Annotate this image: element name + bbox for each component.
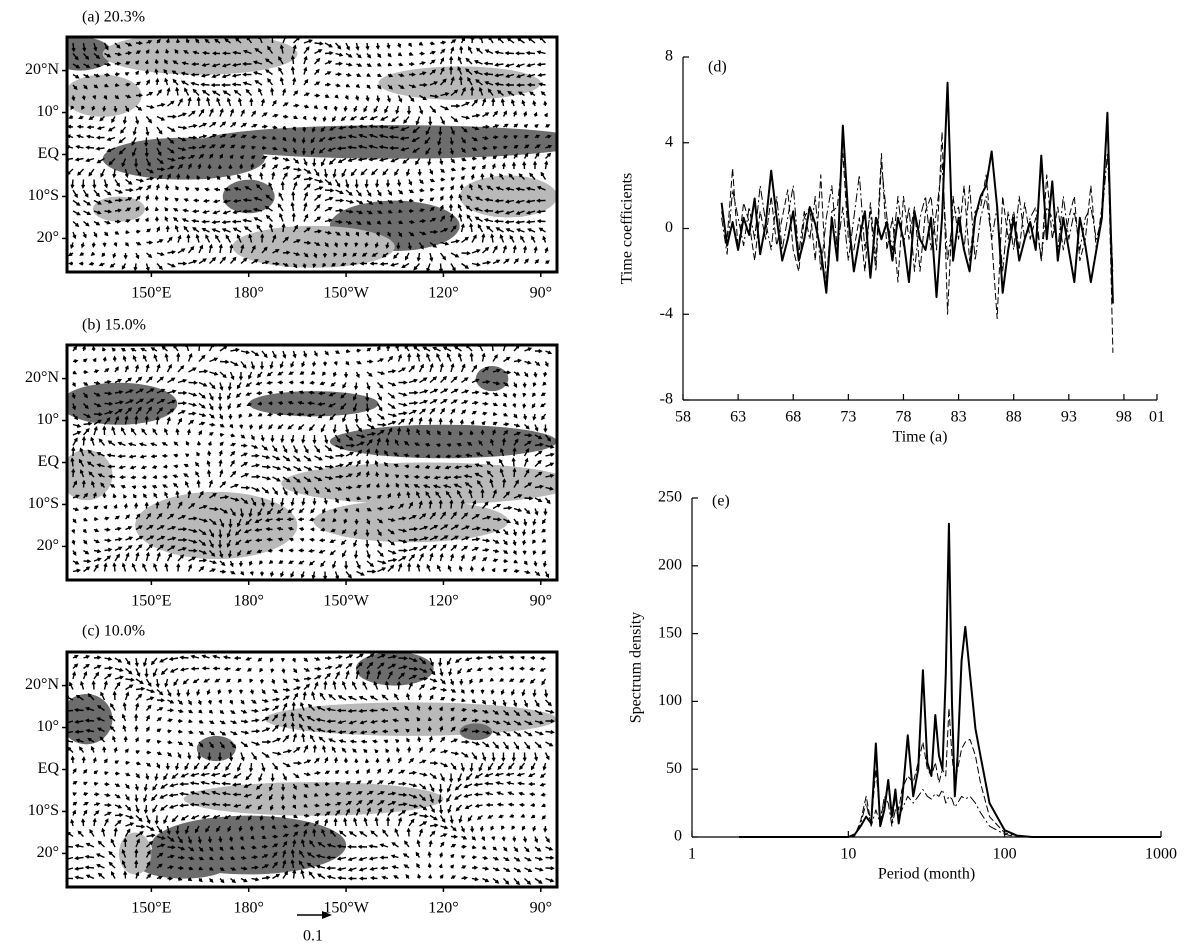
- x-tick-label: 93: [1061, 409, 1077, 426]
- y-tick-label: 200: [658, 556, 682, 573]
- wind-vectors: [67, 37, 553, 272]
- shaded-region: [200, 125, 557, 159]
- y-tick-label: 250: [658, 489, 682, 506]
- y-tick-label: 100: [658, 692, 682, 709]
- y-tick-label: 20°N: [25, 369, 59, 386]
- x-tick-label: 90°: [530, 593, 552, 610]
- y-tick-label: 10°: [37, 411, 59, 428]
- y-tick-label: 20°N: [25, 61, 59, 78]
- series-line: [739, 789, 1161, 838]
- y-tick-label: 10°: [37, 103, 59, 120]
- x-tick-label: 150°W: [323, 285, 369, 302]
- x-tick-label: 73: [840, 409, 856, 426]
- series-line: [720, 81, 1114, 304]
- panel-title: (b) 15.0%: [82, 317, 146, 334]
- y-tick-label: 20°N: [25, 676, 59, 693]
- series-line: [739, 707, 1161, 838]
- x-tick-label: 01: [1149, 409, 1165, 426]
- reference-vector-label: 0.1: [303, 928, 323, 945]
- panel-title: (c) 10.0%: [82, 623, 145, 640]
- y-tick-label: 10°S: [28, 802, 59, 819]
- x-tick-label: 120°: [428, 285, 458, 302]
- x-tick-label: 150°E: [131, 285, 171, 302]
- y-tick-label: 10°S: [28, 187, 59, 204]
- shaded-region: [118, 832, 152, 875]
- series-line: [739, 522, 1161, 838]
- y-tick-label: -8: [660, 391, 673, 408]
- y-axis-label: Spectrum density: [628, 612, 645, 724]
- y-tick-label: 10°: [37, 718, 59, 735]
- x-tick-label: 120°: [428, 593, 458, 610]
- x-axis-label: Time (a): [893, 429, 948, 446]
- shaded-region: [67, 382, 178, 425]
- x-tick-label: 78: [895, 409, 911, 426]
- shaded-region: [329, 424, 557, 459]
- x-tick-label: 150°W: [323, 900, 369, 917]
- y-tick-label: 4: [665, 133, 673, 150]
- x-tick-label: 100: [993, 846, 1017, 863]
- x-tick-label: 1000: [1145, 846, 1177, 863]
- x-tick-label: 180°: [234, 900, 264, 917]
- x-tick-label: 90°: [530, 900, 552, 917]
- x-tick-label: 63: [730, 409, 746, 426]
- map-content: [67, 652, 557, 886]
- map-content: [67, 345, 557, 580]
- x-tick-label: 180°: [234, 593, 264, 610]
- x-tick-label: 90°: [530, 285, 552, 302]
- shaded-region: [67, 37, 113, 71]
- y-tick-label: EQ: [38, 145, 60, 162]
- series-line: [721, 152, 1114, 272]
- y-tick-label: 20°: [37, 537, 59, 554]
- y-tick-label: 8: [665, 48, 673, 65]
- shaded-region: [313, 500, 509, 543]
- shaded-region: [135, 491, 298, 560]
- y-tick-label: 20°: [37, 229, 59, 246]
- x-tick-label: 10: [840, 846, 856, 863]
- y-tick-label: 150: [658, 624, 682, 641]
- panel-title: (a) 20.3%: [82, 9, 145, 26]
- x-tick-label: 1: [688, 846, 696, 863]
- shaded-region: [232, 225, 395, 268]
- wind-vectors: [70, 345, 555, 580]
- shaded-region: [102, 37, 298, 75]
- shaded-region: [475, 365, 509, 392]
- x-tick-label: 150°E: [131, 593, 171, 610]
- x-tick-label: 88: [1006, 409, 1022, 426]
- x-tick-label: 120°: [428, 900, 458, 917]
- y-tick-label: 50: [666, 760, 682, 777]
- panel-title: (d): [708, 59, 727, 76]
- x-axis-label: Period (month): [878, 866, 975, 883]
- x-tick-label: 150°E: [131, 900, 171, 917]
- shaded-region: [196, 735, 236, 762]
- series-line: [721, 120, 1114, 353]
- x-tick-label: 180°: [234, 285, 264, 302]
- wind-vectors: [67, 653, 555, 886]
- shaded-region: [459, 175, 557, 218]
- x-tick-label: 58: [675, 409, 691, 426]
- y-axis-label: Time coefficients: [619, 173, 636, 285]
- y-tick-label: EQ: [38, 453, 60, 470]
- x-tick-label: 150°W: [323, 593, 369, 610]
- x-tick-label: 68: [785, 409, 801, 426]
- shaded-region: [67, 74, 142, 117]
- panel-title: (e): [712, 493, 730, 510]
- y-tick-label: EQ: [38, 760, 60, 777]
- x-tick-label: 98: [1116, 409, 1132, 426]
- map-content: [67, 37, 557, 272]
- y-tick-label: 0: [674, 828, 682, 845]
- y-tick-label: 20°: [37, 844, 59, 861]
- y-tick-label: 10°S: [28, 495, 59, 512]
- reference-arrowhead: [322, 911, 332, 919]
- x-tick-label: 83: [951, 409, 967, 426]
- y-tick-label: -4: [660, 305, 673, 322]
- y-tick-label: 0: [665, 219, 673, 236]
